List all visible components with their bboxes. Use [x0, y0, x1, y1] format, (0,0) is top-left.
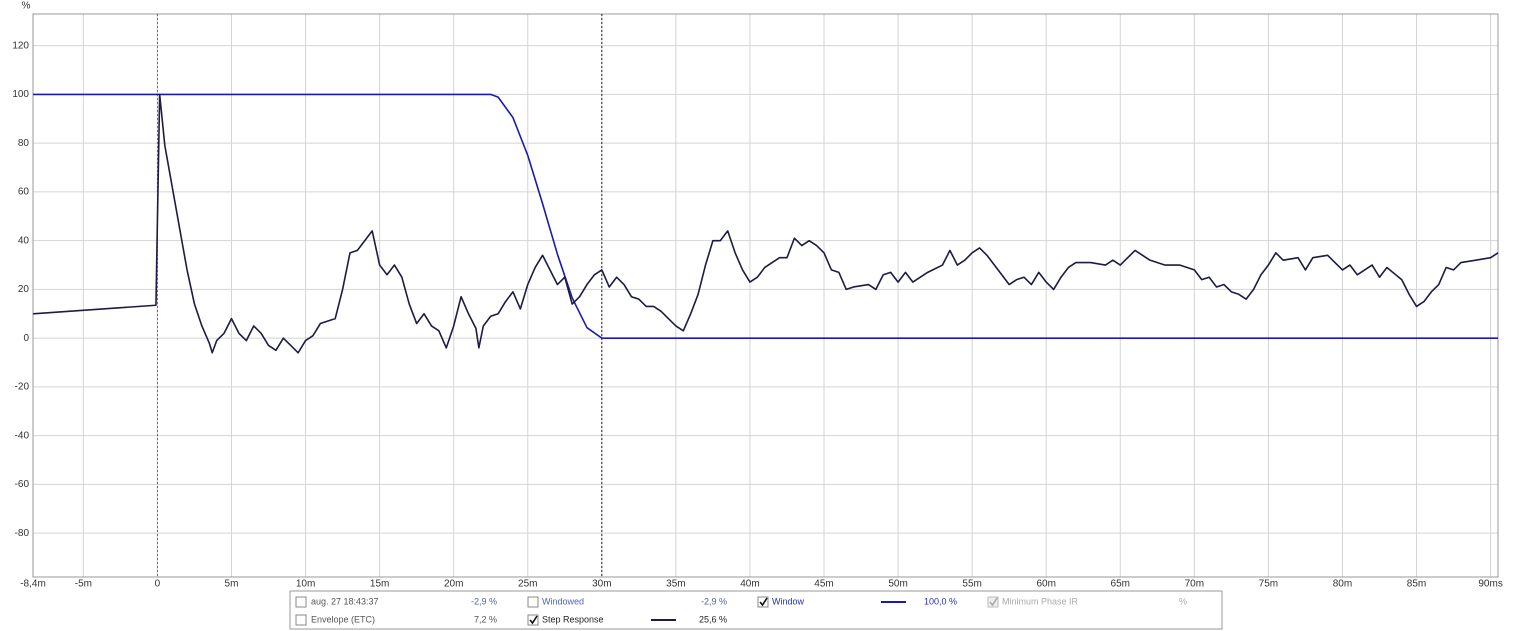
- y-tick-label: 60: [18, 187, 30, 198]
- checkbox[interactable]: [527, 596, 539, 608]
- trace-readout: 100,0 %: [924, 596, 957, 606]
- checkbox[interactable]: [295, 596, 307, 608]
- trace-name: Step Response: [542, 614, 604, 624]
- checkbox: [987, 596, 999, 608]
- x-tick-label: 50m: [888, 579, 907, 590]
- series-line: [33, 93, 1498, 339]
- checkbox[interactable]: [527, 614, 539, 626]
- x-tick-label: 45m: [814, 579, 833, 590]
- x-tick-label: -8,4m: [20, 579, 46, 590]
- trace-readout: -2,9 %: [471, 596, 497, 606]
- y-tick-label: 80: [18, 138, 30, 149]
- y-unit: %: [22, 1, 31, 12]
- x-tick-label: 65m: [1111, 579, 1130, 590]
- x-tick-label: 35m: [666, 579, 685, 590]
- trace-name: aug. 27 18:43:37: [311, 596, 379, 606]
- panel-frame: [289, 590, 1223, 630]
- x-tick-label: 60m: [1036, 579, 1055, 590]
- y-tick-label: 0: [23, 333, 29, 344]
- trace-readout: 25,6 %: [699, 614, 727, 624]
- x-tick-label: -5m: [75, 579, 92, 590]
- trace-readout: -2,9 %: [701, 596, 727, 606]
- x-tick-label: 25m: [518, 579, 537, 590]
- x-tick-label: 80m: [1333, 579, 1352, 590]
- trace-readout: %: [1179, 596, 1187, 606]
- x-tick-label: 5m: [225, 579, 239, 590]
- y-tick-label: 40: [18, 235, 30, 246]
- x-tick-label: 85m: [1407, 579, 1426, 590]
- plot: -80 -60 -40 -20 0 20 40 60 80 100 120 -8,4m -5m 0 5m 10…: [12, 13, 1503, 590]
- x-tick-label: 75m: [1259, 579, 1278, 590]
- x-tick-label: 40m: [740, 579, 759, 590]
- x-tick-label: 30m: [592, 579, 611, 590]
- checkmark: [759, 597, 768, 607]
- y-tick-label: 120: [12, 40, 29, 51]
- x-tick-label: 70m: [1185, 579, 1204, 590]
- series-line: [32, 93, 1499, 354]
- y-tick-label: -80: [15, 528, 30, 539]
- x-tick-label: 15m: [370, 579, 389, 590]
- y-tick-label: -40: [15, 430, 30, 441]
- x-tick-label: 0: [155, 579, 161, 590]
- checkmark: [529, 615, 538, 625]
- x-tick-label: 90ms: [1478, 579, 1502, 590]
- plot-frame: [32, 13, 1499, 578]
- trace-name: Window: [772, 596, 805, 606]
- legend-panel: aug. 27 18:43:37 -2,9 % Windowed -2,9 % …: [289, 590, 1223, 630]
- x-tick-label: 20m: [444, 579, 463, 590]
- y-tick-label: 100: [12, 89, 29, 100]
- trace-name: Envelope (ETC): [311, 614, 375, 624]
- y-tick-label: -20: [15, 382, 30, 393]
- x-tick-label: 55m: [962, 579, 981, 590]
- x-tick-label: 10m: [296, 579, 315, 590]
- checkbox[interactable]: [295, 614, 307, 626]
- trace-name: Windowed: [542, 596, 584, 606]
- y-tick-label: 20: [18, 284, 30, 295]
- checkbox[interactable]: [757, 596, 769, 608]
- y-tick-label: -60: [15, 479, 30, 490]
- trace-readout: 7,2 %: [474, 614, 497, 624]
- checkmark: [989, 597, 998, 607]
- trace-name: Minimum Phase IR: [1002, 596, 1079, 606]
